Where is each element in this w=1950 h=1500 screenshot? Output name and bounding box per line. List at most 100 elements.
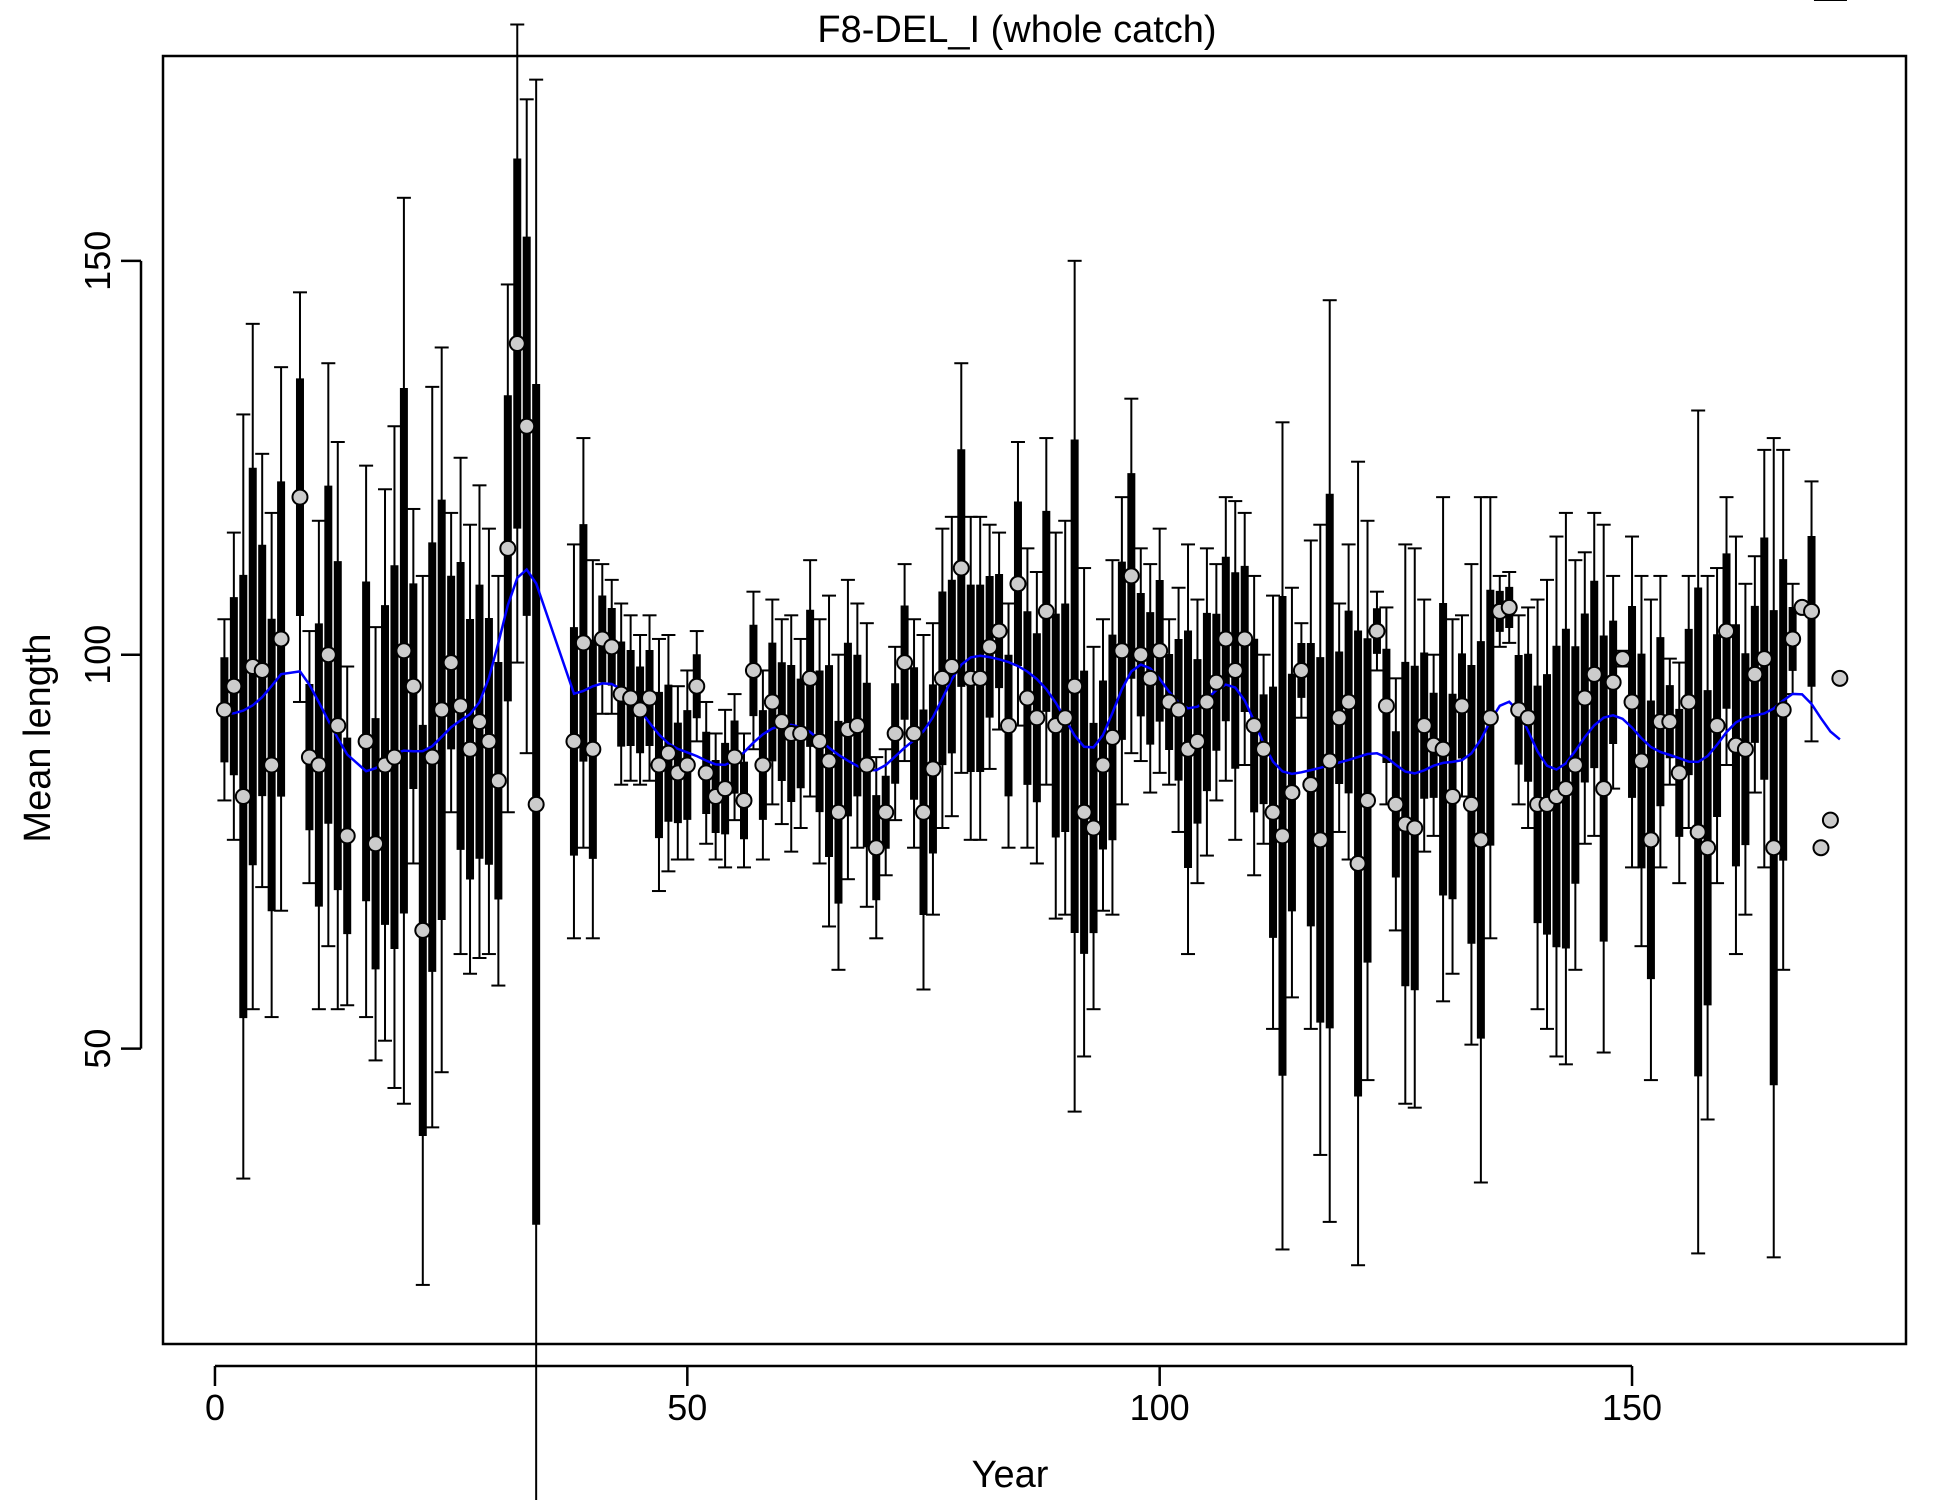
data-point [924,760,942,778]
x-tick-label: 100 [1130,1387,1190,1428]
data-point [1018,689,1036,707]
data-point [1340,693,1358,711]
data-point [508,335,526,353]
data-point [688,677,706,695]
data-point [499,539,517,557]
data-point [357,732,375,750]
x-axis-label: Year [972,1454,1049,1496]
data-point [933,669,951,687]
data-point [480,732,498,750]
data-point [1803,602,1821,620]
data-point [1444,788,1462,806]
data-point [414,921,432,939]
data-point [215,701,233,719]
data-point [773,713,791,731]
data-point [1330,709,1348,727]
data-point [650,756,668,774]
data-point [1699,839,1717,857]
data-point [225,677,243,695]
data-point [1481,709,1499,727]
data-point [518,417,536,435]
x-tick-label: 50 [667,1387,707,1428]
fitted-trend-line [224,567,1841,776]
data-point [829,803,847,821]
data-point [1670,764,1688,782]
chart-title: F8-DEL_I (whole catch) [817,9,1216,51]
data-point [1198,693,1216,711]
data-point [1311,831,1329,849]
data-point [1321,752,1339,770]
data-point [697,764,715,782]
data-point [395,642,413,660]
data-point [1661,713,1679,731]
data-point [905,724,923,742]
data-point [1207,673,1225,691]
data-point [1708,717,1726,735]
data-point [886,724,904,742]
data-point [1784,630,1802,648]
data-point [792,724,810,742]
data-point [1614,650,1632,668]
data-point [1273,827,1291,845]
data-point [801,669,819,687]
data-point [867,839,885,857]
data-point [1226,661,1244,679]
data-point [442,654,460,672]
data-point [1746,665,1764,683]
data-point [461,740,479,758]
data-point [1765,839,1783,857]
data-point [1236,630,1254,648]
data-point [253,661,271,679]
data-point [716,780,734,798]
data-point [565,732,583,750]
data-point [1500,598,1518,616]
data-point [1812,839,1830,857]
data-point [1689,823,1707,841]
data-point [1103,728,1121,746]
data-point [1604,673,1622,691]
data-point [981,638,999,656]
data-point [1566,756,1584,774]
data-point [1141,669,1159,687]
data-point [1368,622,1386,640]
data-point [754,756,772,774]
data-point [527,795,545,813]
data-point [1302,776,1320,794]
data-point [952,559,970,577]
data-point [423,748,441,766]
data-point [1406,819,1424,837]
data-point [1151,642,1169,660]
y-tick-label: 50 [77,1029,118,1069]
data-point [820,752,838,770]
data-point [1453,697,1471,715]
data-point [990,622,1008,640]
data-point [1519,709,1537,727]
data-point [1028,709,1046,727]
data-point [1415,717,1433,735]
data-point [914,803,932,821]
data-point [367,835,385,853]
data-point [1831,669,1849,687]
data-point [678,756,696,774]
data-point [1122,567,1140,585]
y-tick-label: 150 [77,231,118,291]
data-point [659,744,677,762]
data-points [215,335,1849,939]
data-point [291,488,309,506]
x-tick-label: 150 [1602,1387,1662,1428]
data-point [1075,803,1093,821]
data-point [1188,732,1206,750]
data-point [338,827,356,845]
data-point [1037,602,1055,620]
data-point [603,638,621,656]
data-point [404,677,422,695]
data-point [1472,831,1490,849]
data-point [234,788,252,806]
data-point [489,772,507,790]
data-point [735,791,753,809]
data-point [1377,697,1395,715]
data-point [470,713,488,731]
data-point [1245,717,1263,735]
data-point [877,803,895,821]
data-point [1009,575,1027,593]
